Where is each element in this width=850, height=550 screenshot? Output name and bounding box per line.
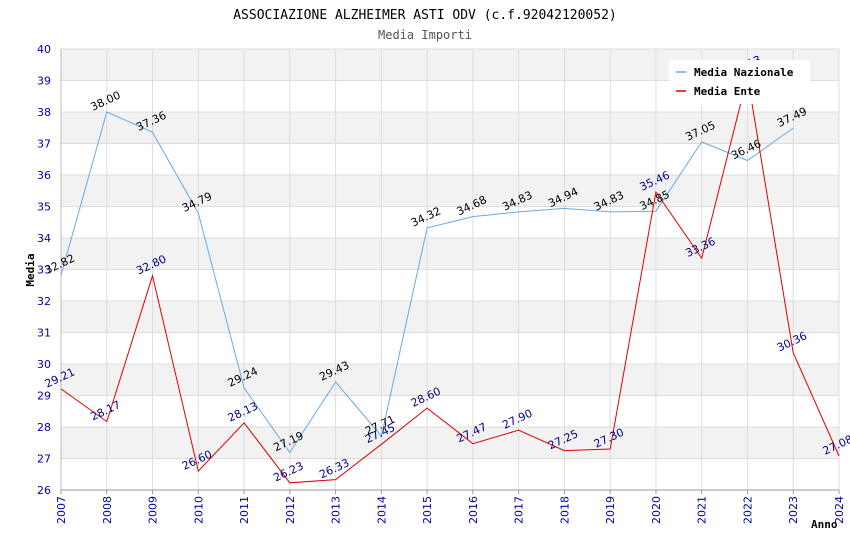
chart-subtitle: Media Importi — [378, 28, 472, 42]
y-tick-label: 38 — [37, 106, 51, 119]
x-tick-label: 2011 — [238, 496, 251, 524]
x-tick-labels: 2007 2008 2009 2010 2011 2012 2013 2014 2015 2016… — [55, 496, 846, 524]
grid-band — [61, 427, 839, 459]
y-tick-label: 39 — [37, 75, 51, 88]
grid-band — [61, 175, 839, 207]
chart-title: ASSOCIAZIONE ALZHEIMER ASTI ODV (c.f.920… — [233, 8, 617, 23]
y-axis-title: Media — [24, 253, 37, 286]
x-tick-label: 2021 — [696, 496, 709, 524]
y-tick-label: 26 — [37, 484, 51, 497]
data-label: 30.36 — [775, 329, 809, 354]
y-tick-labels: 26 27 28 29 30 31 32 33 34 35 36 37 38 39 40 — [37, 43, 51, 497]
x-tick-label: 2018 — [558, 496, 571, 524]
x-tick-label: 2010 — [192, 496, 205, 524]
y-tick-label: 31 — [37, 327, 51, 340]
x-tick-label: 2022 — [741, 496, 754, 524]
x-tick-label: 2024 — [833, 496, 846, 524]
grid-band — [61, 238, 839, 270]
series-line-media-nazionale — [60, 111, 794, 454]
y-tick-label: 37 — [37, 138, 51, 151]
y-tick-label: 40 — [37, 43, 51, 56]
y-tick-label: 35 — [37, 201, 51, 214]
legend-label: Media Nazionale — [694, 66, 794, 79]
x-tick-label: 2008 — [101, 496, 114, 524]
series-lines — [60, 76, 840, 484]
legend: Media Nazionale Media Ente — [669, 60, 810, 104]
grid-band — [61, 112, 839, 144]
data-label: 34.32 — [409, 205, 443, 230]
x-tick-label: 2020 — [650, 496, 663, 524]
x-axis-title: Anno — [811, 518, 838, 531]
grid-band — [61, 301, 839, 333]
y-tick-label: 32 — [37, 295, 51, 308]
data-label: 28.13 — [226, 400, 260, 425]
data-label: 28.17 — [89, 398, 123, 423]
x-tick-label: 2015 — [421, 496, 434, 524]
x-tick-label: 2014 — [375, 496, 388, 524]
legend-box — [669, 60, 810, 104]
legend-label: Media Ente — [694, 85, 761, 98]
x-tick-label: 2013 — [330, 496, 343, 524]
gridlines — [60, 48, 840, 491]
data-label: 38.00 — [89, 89, 123, 114]
axes — [60, 49, 840, 494]
grid-band — [61, 364, 839, 396]
x-tick-label: 2009 — [147, 496, 160, 524]
grid-bands — [61, 49, 839, 459]
x-tick-label: 2016 — [467, 496, 480, 524]
y-tick-label: 30 — [37, 358, 51, 371]
data-label: 32.82 — [43, 252, 77, 277]
x-tick-label: 2017 — [513, 496, 526, 524]
series-line-media-ente — [60, 76, 840, 484]
y-tick-label: 36 — [37, 169, 51, 182]
x-tick-label: 2007 — [55, 496, 68, 524]
x-tick-label: 2019 — [604, 496, 617, 524]
y-tick-label: 28 — [37, 421, 51, 434]
y-tick-label: 27 — [37, 453, 51, 466]
y-tick-label: 29 — [37, 390, 51, 403]
x-tick-label: 2012 — [284, 496, 297, 524]
y-tick-label: 34 — [37, 232, 51, 245]
data-label: 26.33 — [317, 456, 351, 481]
y-tick-label: 33 — [37, 264, 51, 277]
x-tick-label: 2023 — [787, 496, 800, 524]
